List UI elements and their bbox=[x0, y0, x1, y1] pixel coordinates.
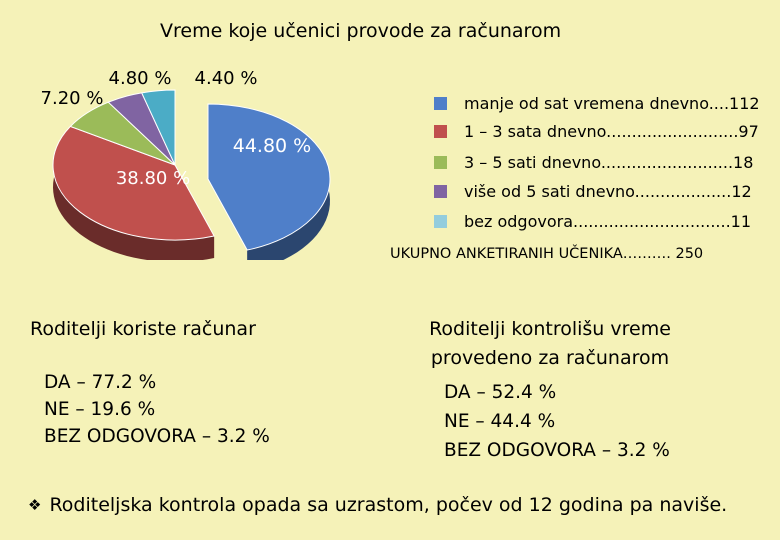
legend-swatch bbox=[434, 214, 447, 228]
legend-label: 3 – 5 sati dnevno.......................… bbox=[464, 152, 754, 172]
pie-slice bbox=[207, 103, 331, 251]
right-panel-title-line: Roditelji kontrolišu vreme bbox=[429, 318, 671, 340]
legend-label: manje od sat vremena dnevno....112 bbox=[464, 93, 760, 113]
right-panel-line: DA – 52.4 % bbox=[444, 382, 557, 403]
legend-swatch bbox=[434, 155, 447, 169]
legend-label: bez odgovora............................… bbox=[464, 211, 752, 231]
legend-item: 1 – 3 sata dnevno.......................… bbox=[434, 119, 759, 143]
chart-title: Vreme koje učenici provode za računarom bbox=[160, 20, 562, 42]
left-panel-line: DA – 77.2 % bbox=[44, 372, 157, 393]
left-panel-line: NE – 19.6 % bbox=[44, 399, 156, 420]
pie-slice-label: 38.80 % bbox=[116, 168, 190, 189]
right-panel-line: NE – 44.4 % bbox=[444, 411, 556, 432]
legend-item: bez odgovora............................… bbox=[434, 209, 751, 233]
legend-item: manje od sat vremena dnevno....112 bbox=[434, 91, 760, 115]
right-panel-title-line: provedeno za računarom bbox=[430, 347, 670, 369]
footer-note: ❖ Roditeljska kontrola opada sa uzrastom… bbox=[28, 494, 727, 516]
pie-slice-side bbox=[53, 126, 215, 260]
pie-slice bbox=[52, 125, 215, 241]
footer-text: Roditeljska kontrola opada sa uzrastom, … bbox=[49, 494, 728, 516]
legend-label: više od 5 sati dnevno...................… bbox=[464, 181, 752, 201]
legend-swatch bbox=[434, 184, 447, 198]
legend-swatch bbox=[434, 96, 447, 110]
total-respondents: UKUPNO ANKETIRANIH UČENIKA………. 250 bbox=[390, 246, 704, 262]
left-panel-line: BEZ ODGOVORA – 3.2 % bbox=[44, 426, 270, 447]
pie-slice-label: 44.80 % bbox=[233, 135, 312, 157]
diamond-bullet-icon: ❖ bbox=[28, 496, 42, 514]
legend-item: više od 5 sati dnevno...................… bbox=[434, 179, 752, 203]
right-panel-line: BEZ ODGOVORA – 3.2 % bbox=[444, 440, 670, 461]
legend-item: 3 – 5 sati dnevno.......................… bbox=[434, 150, 753, 174]
left-panel-title: Roditelji koriste računar bbox=[30, 318, 256, 340]
legend-label: 1 – 3 sata dnevno.......................… bbox=[464, 121, 759, 141]
legend-swatch bbox=[434, 124, 447, 138]
pie-slice bbox=[140, 89, 176, 166]
right-panel-title: Roditelji kontrolišu vreme provedeno za … bbox=[400, 315, 700, 373]
pie-chart: 44.80 % 38.80 % 7.20 %4.80 % 4.40 % bbox=[41, 68, 331, 260]
pie-slice-label: 4.80 % bbox=[109, 68, 172, 89]
pie-slice-label: 7.20 % bbox=[41, 88, 104, 109]
pie-slice-label: 4.40 % bbox=[195, 68, 258, 89]
